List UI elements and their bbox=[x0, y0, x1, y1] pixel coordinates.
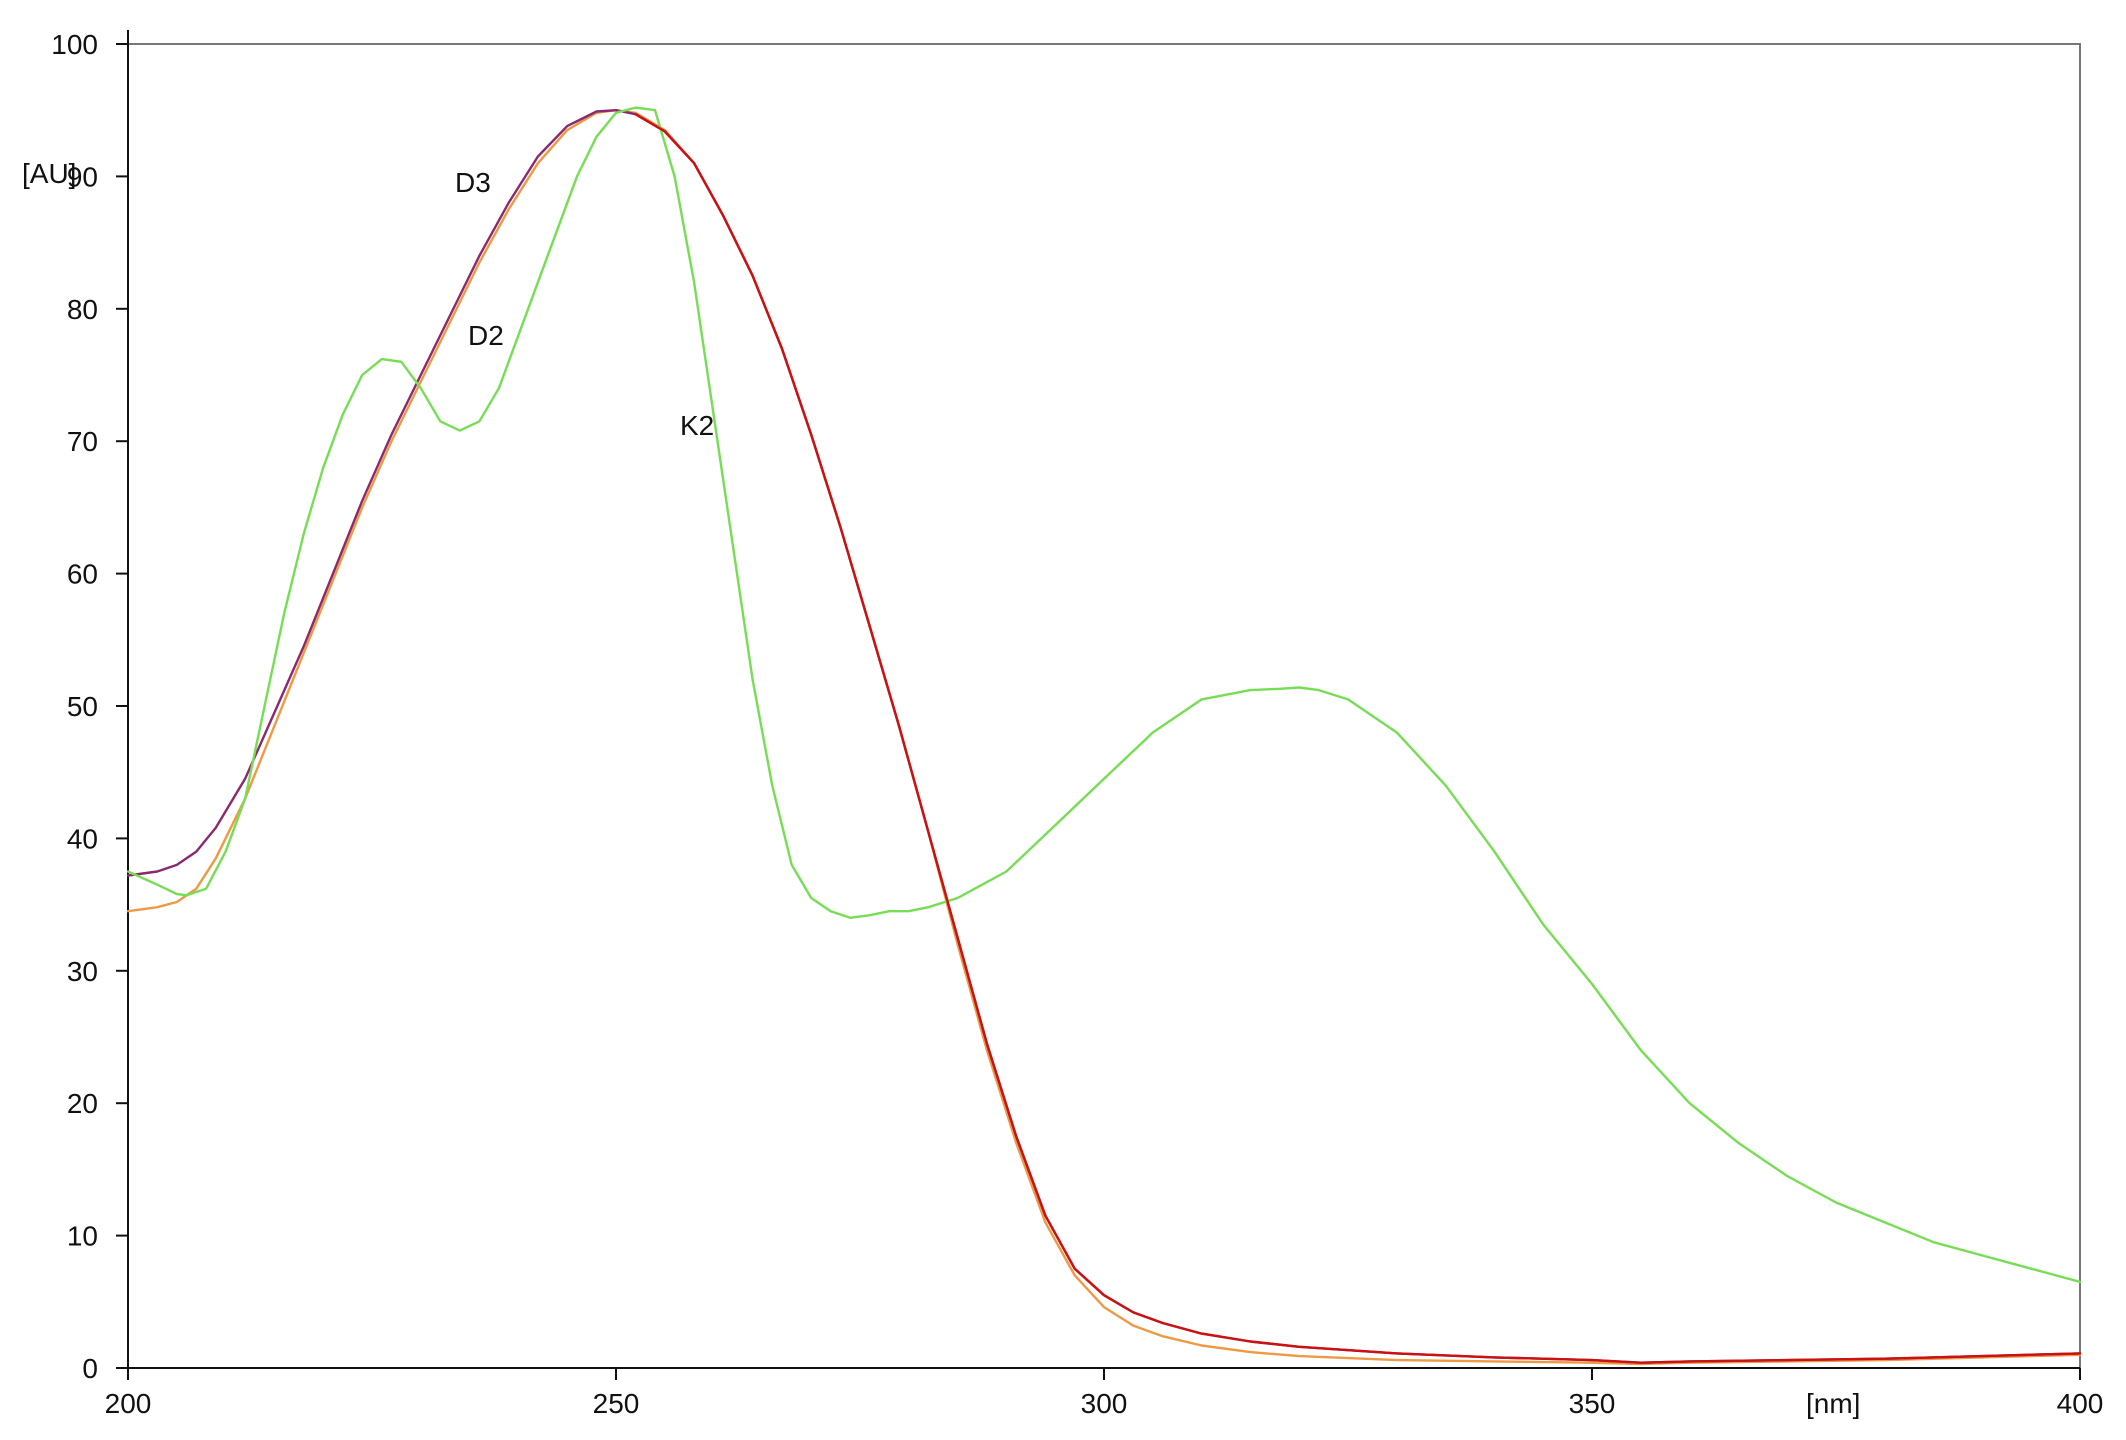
y-tick-label: 60 bbox=[67, 559, 98, 590]
series-layer bbox=[126, 106, 2082, 1366]
y-tick-label: 100 bbox=[51, 29, 98, 60]
y-tick-label: 20 bbox=[67, 1088, 98, 1119]
y-tick-label: 10 bbox=[67, 1221, 98, 1252]
x-tick-label: 300 bbox=[1081, 1388, 1128, 1419]
series-label-k2: K2 bbox=[680, 410, 714, 441]
y-tick-label: 0 bbox=[82, 1353, 98, 1384]
y-tick-label: 70 bbox=[67, 426, 98, 457]
y-tick-label: 90 bbox=[67, 161, 98, 192]
labels-layer: [AU] [nm] D3 D2 K2 bbox=[22, 158, 1860, 1419]
y-tick-label: 80 bbox=[67, 294, 98, 325]
x-axis-unit-label: [nm] bbox=[1806, 1388, 1860, 1419]
series-label-d3: D3 bbox=[455, 167, 491, 198]
y-tick-label: 40 bbox=[67, 823, 98, 854]
x-tick-label: 350 bbox=[1569, 1388, 1616, 1419]
series-label-d2: D2 bbox=[468, 320, 504, 351]
x-tick-label: 400 bbox=[2057, 1388, 2104, 1419]
y-tick-label: 30 bbox=[67, 956, 98, 987]
y-tick-label: 50 bbox=[67, 691, 98, 722]
x-tick-label: 250 bbox=[593, 1388, 640, 1419]
series-line-k2 bbox=[126, 106, 2082, 1284]
x-tick-label: 200 bbox=[105, 1388, 152, 1419]
axes-layer: 0 10 20 30 40 50 60 70 80 90 100 200 250 300 350 400 bbox=[51, 29, 2103, 1419]
plot-frame bbox=[127, 43, 2081, 1369]
series-line-d3-tail bbox=[634, 112, 2082, 1364]
y-axis-unit-label: [AU] bbox=[22, 158, 76, 189]
